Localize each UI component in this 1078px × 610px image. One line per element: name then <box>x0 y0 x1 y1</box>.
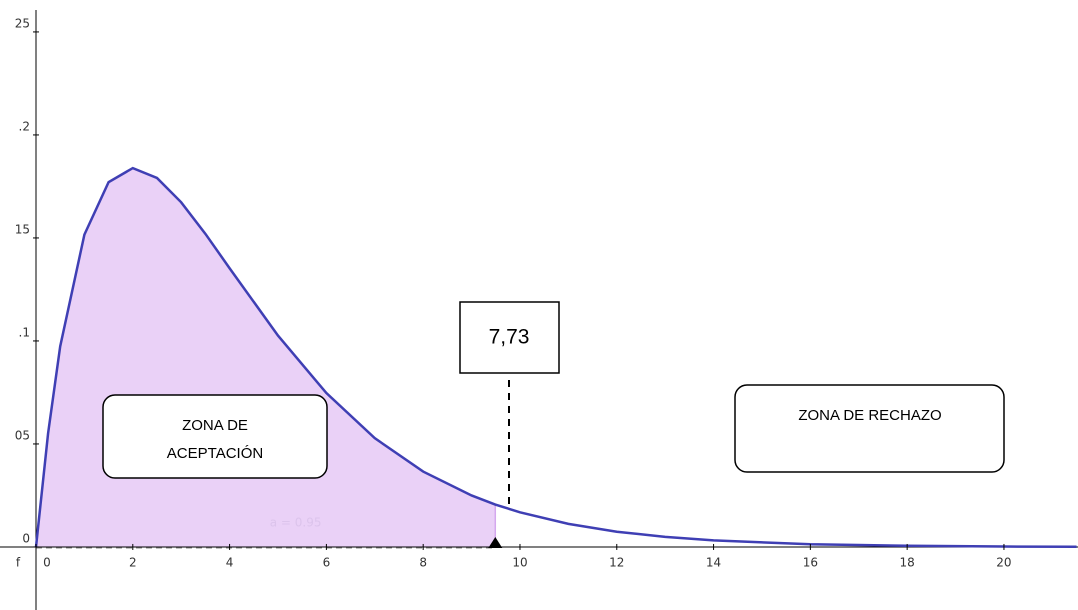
critical-box <box>459 301 560 374</box>
accept-label: ACEPTACIÓN <box>167 445 263 462</box>
x-tick-label: 6 <box>323 555 331 569</box>
x-tick-label: 14 <box>706 555 721 569</box>
critical-marker <box>488 536 503 548</box>
x-tick-label: 8 <box>419 555 427 569</box>
reject-box <box>734 384 1005 473</box>
curve-label: f <box>16 555 21 569</box>
x-tick-label: 4 <box>226 555 234 569</box>
accept-box <box>102 394 328 479</box>
x-tick-label: 0 <box>43 555 51 569</box>
x-tick-label: 2 <box>129 555 137 569</box>
reject-label: ZONA DE RECHAZO <box>798 407 941 424</box>
y-tick-label: 0 <box>22 531 30 545</box>
y-tick-label: 05 <box>15 428 30 442</box>
critical-value: 7,73 <box>489 326 530 349</box>
x-tick-label: 18 <box>900 555 915 569</box>
y-tick-label: 15 <box>15 222 30 236</box>
y-tick-label: .1 <box>19 325 30 339</box>
x-tick-label: 16 <box>803 555 818 569</box>
curve <box>34 166 1077 549</box>
area-label: a = 0.95 <box>270 515 322 529</box>
y-tick-label: 25 <box>15 16 30 30</box>
x-tick-label: 10 <box>512 555 527 569</box>
x-tick-label: 12 <box>609 555 624 569</box>
x-tick-label: 20 <box>996 555 1011 569</box>
accept-label: ZONA DE <box>182 417 248 434</box>
y-tick-label: .2 <box>19 119 30 133</box>
